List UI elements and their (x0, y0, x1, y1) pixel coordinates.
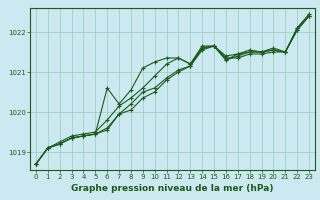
X-axis label: Graphe pression niveau de la mer (hPa): Graphe pression niveau de la mer (hPa) (71, 184, 274, 193)
